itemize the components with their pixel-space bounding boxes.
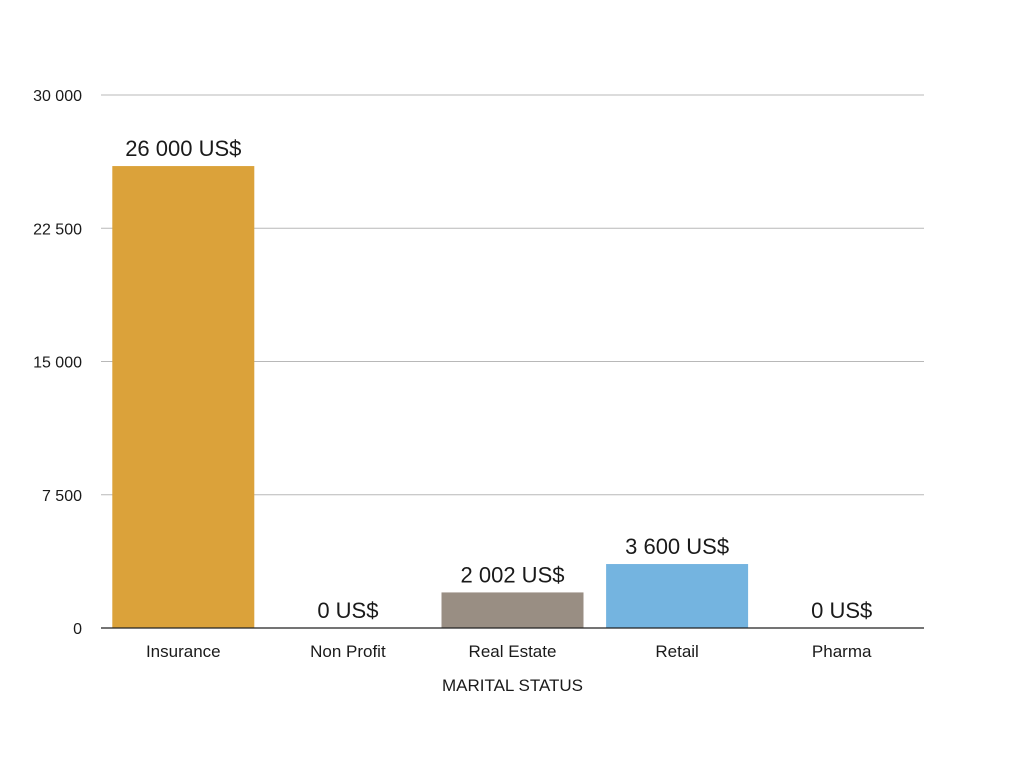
x-tick-label: Real Estate — [469, 642, 557, 661]
x-tick-label: Retail — [655, 642, 698, 661]
x-axis-ticks: Insurance Non Profit Real Estate Retail Phar… — [146, 642, 872, 661]
x-tick-label: Non Profit — [310, 642, 386, 661]
data-label: 2 002 US$ — [461, 562, 565, 587]
y-tick-label: 0 — [73, 621, 82, 638]
y-tick-label: 22 500 — [33, 221, 82, 238]
x-tick-label: Pharma — [812, 642, 872, 661]
x-tick-label: Insurance — [146, 642, 221, 661]
y-tick-label: 30 000 — [33, 88, 82, 105]
bar — [606, 564, 749, 628]
bar — [441, 592, 584, 628]
x-axis-title: MARITAL STATUS — [442, 676, 583, 695]
bars — [112, 166, 749, 629]
bar — [112, 166, 255, 629]
data-label: 0 US$ — [811, 598, 872, 623]
y-axis-ticks: 0 7 500 15 000 22 500 30 000 — [33, 88, 82, 638]
y-tick-label: 7 500 — [42, 488, 82, 505]
data-label: 0 US$ — [317, 598, 378, 623]
data-labels: 26 000 US$ 0 US$ 2 002 US$ 3 600 US$ 0 US$ — [125, 136, 872, 623]
data-label: 3 600 US$ — [625, 534, 729, 559]
data-label: 26 000 US$ — [125, 136, 241, 161]
y-tick-label: 15 000 — [33, 355, 82, 372]
